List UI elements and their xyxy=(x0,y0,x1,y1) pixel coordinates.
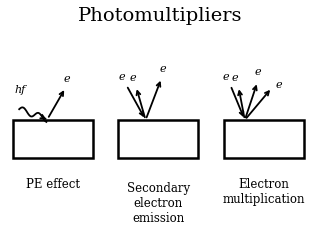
Text: e: e xyxy=(276,80,283,90)
Bar xyxy=(224,120,304,158)
Text: e: e xyxy=(160,64,166,74)
Text: e: e xyxy=(130,73,136,83)
Text: Secondary
electron
emission: Secondary electron emission xyxy=(127,182,190,225)
Bar xyxy=(118,120,198,158)
Text: e: e xyxy=(222,72,229,82)
Text: e: e xyxy=(118,72,125,82)
Text: Electron
multiplication: Electron multiplication xyxy=(223,178,305,206)
Text: Photomultipliers: Photomultipliers xyxy=(78,7,242,25)
Text: e: e xyxy=(232,73,238,83)
Text: hf: hf xyxy=(14,85,26,95)
Text: e: e xyxy=(254,67,261,77)
Text: e: e xyxy=(64,74,70,84)
Bar xyxy=(13,120,93,158)
Text: PE effect: PE effect xyxy=(26,178,80,191)
